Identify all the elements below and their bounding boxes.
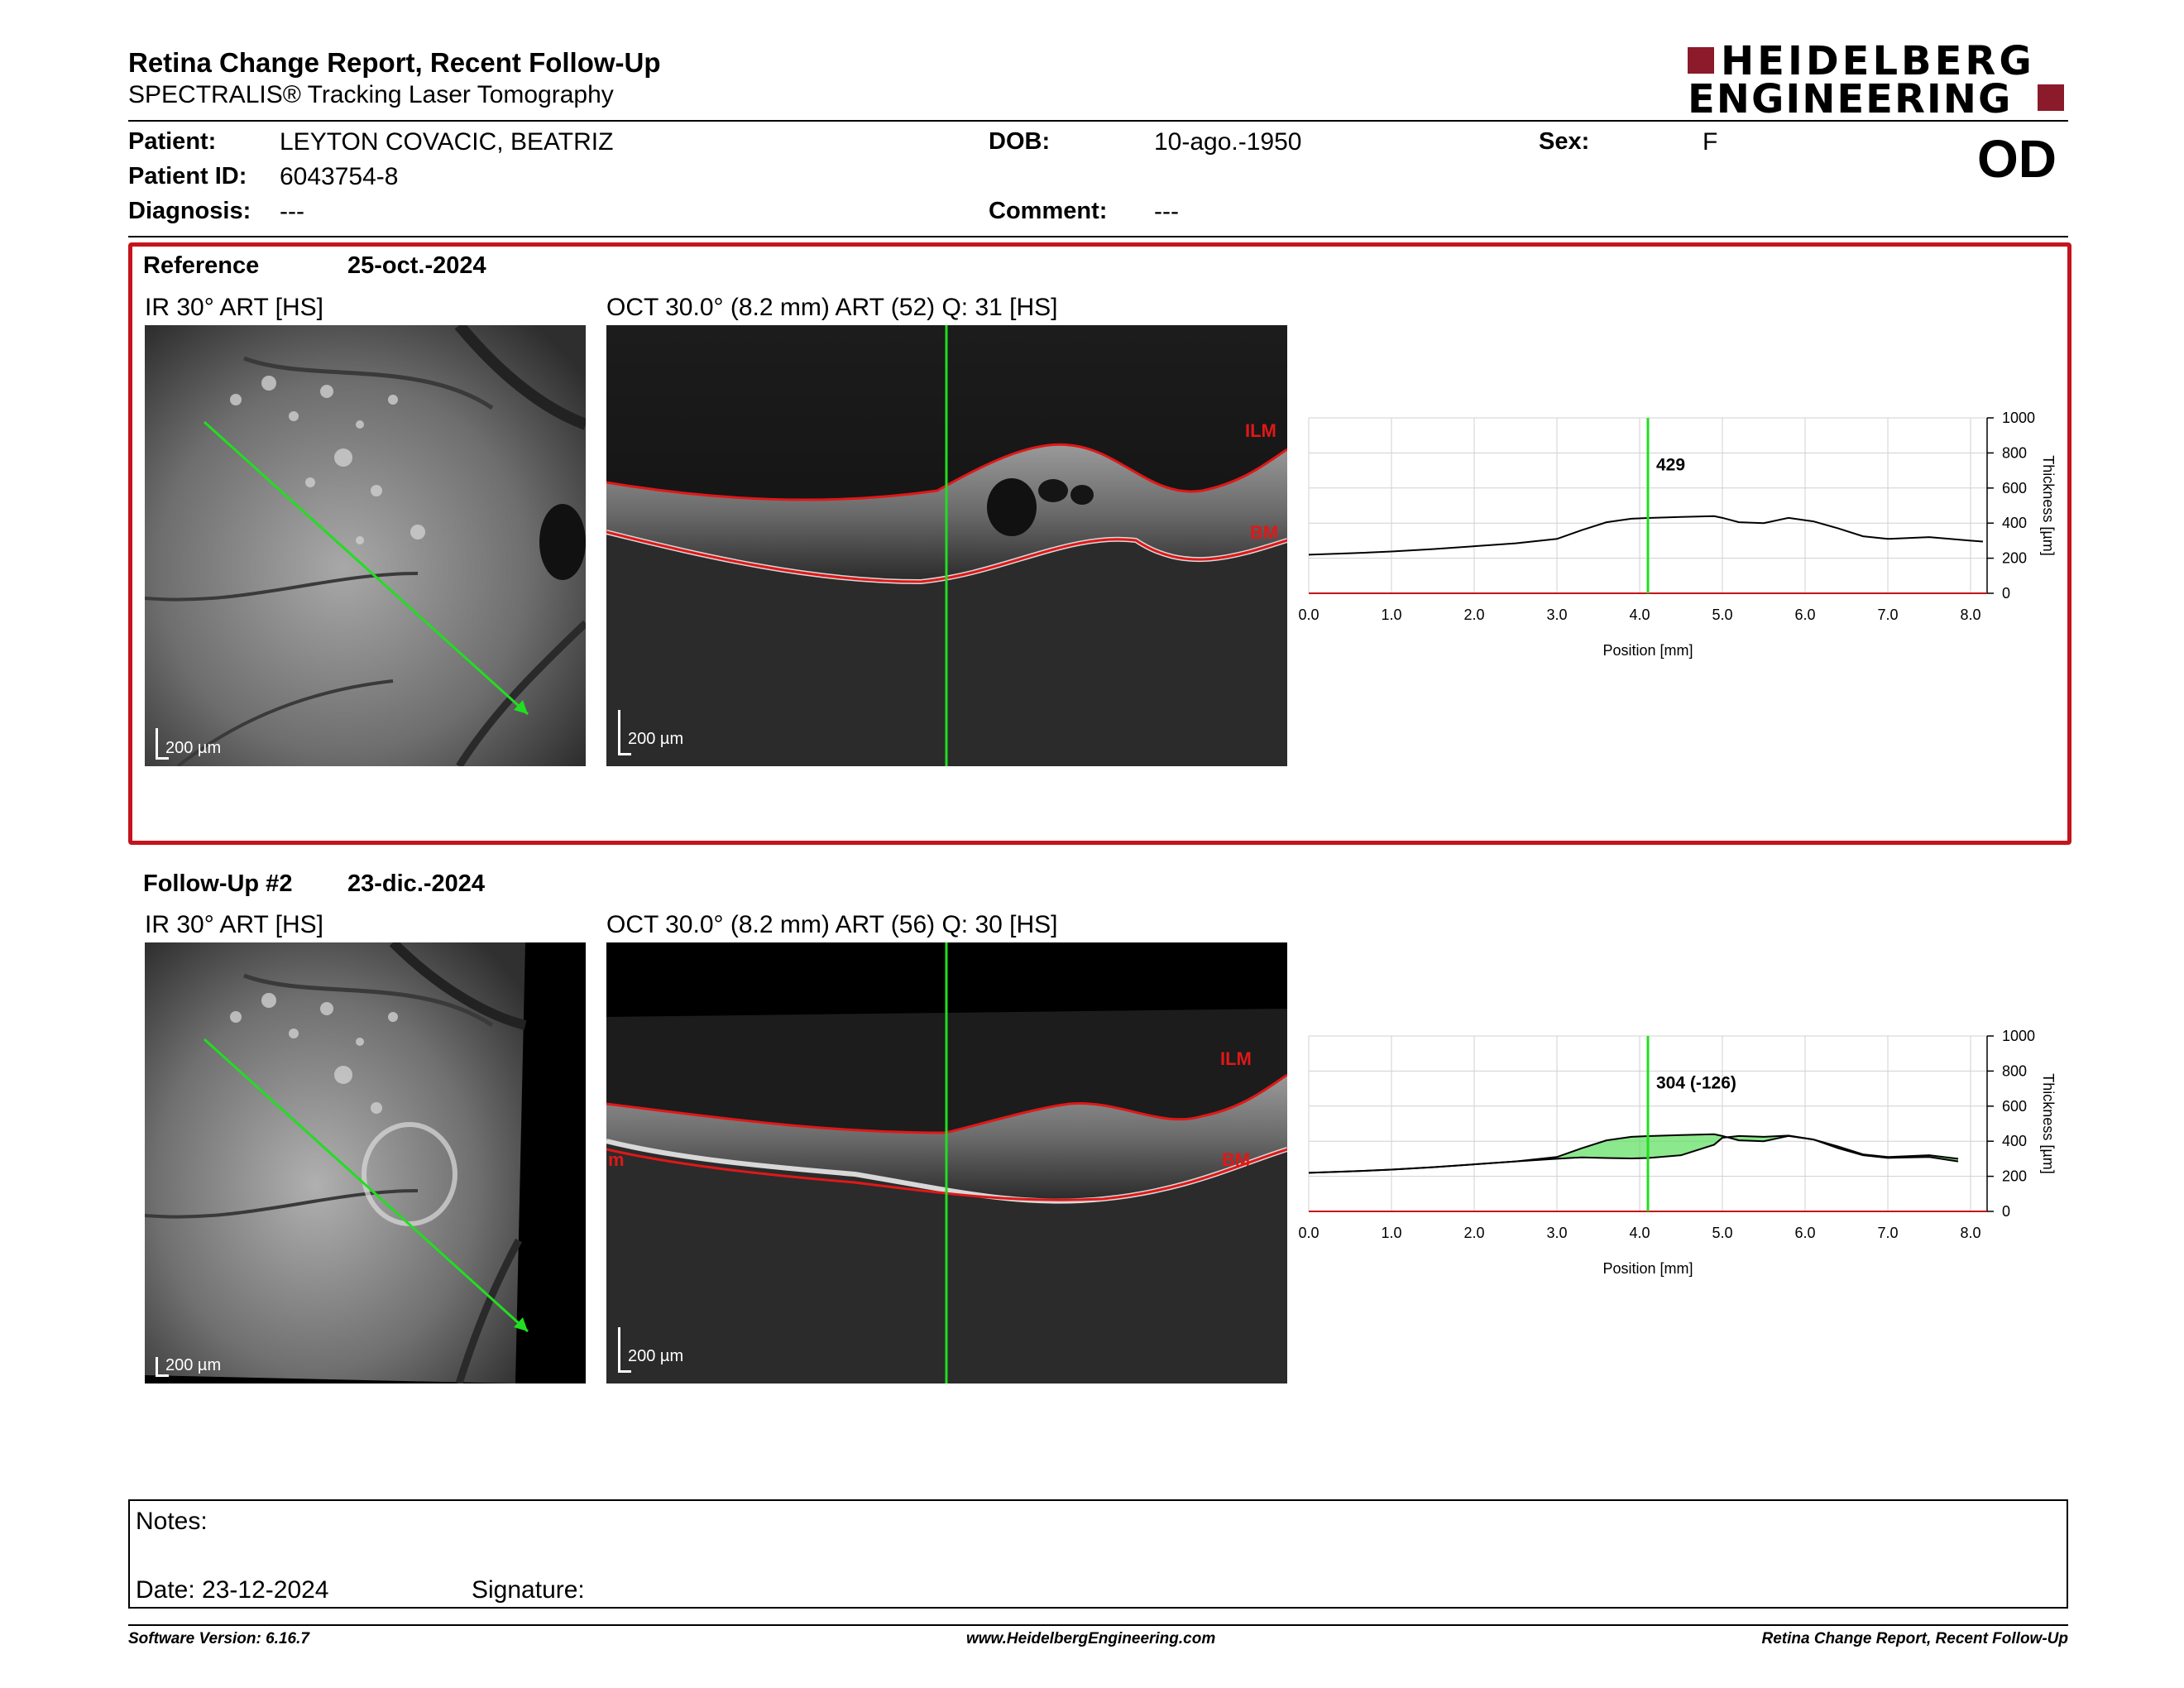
followup-bm-label: BM [1222,1149,1251,1170]
reference-thickness-chart: 0.0 1.0 2.0 3.0 4.0 5.0 6.0 7.0 8.0 0 200 400 600 800… [1298,410,2093,674]
reference-chart-y-tick-label: 1000 [2002,410,2035,426]
reference-ilm-label: ILM [1245,420,1276,441]
logo-square-red-2 [2038,84,2064,111]
followup-date: 23-dic.-2024 [347,870,486,897]
footer-report-name: Retina Change Report, Recent Follow-Up [1761,1630,2068,1647]
diagnosis-value: --- [280,198,304,225]
followup-chart-y-axis-label: Thickness [µm] [2040,1073,2057,1173]
dob-label: DOB: [989,128,1051,155]
reference-bm-label: BM [1250,522,1279,543]
notes-label: Notes: [136,1508,208,1535]
reference-chart-x-axis-label: Position [mm] [1602,642,1693,659]
reference-chart-series-line-0 [1308,515,1984,556]
reference-frame [128,242,2071,845]
heidelberg-logo: HEIDELBERG ENGINEERING [1684,38,2068,122]
followup-chart-series-line-1 [1308,1133,1959,1174]
reference-chart-y-tick-label: 400 [2002,515,2027,531]
logo-line2: ENGINEERING [1688,76,2013,122]
followup-chart-difference-area [1309,1134,1958,1173]
reference-label: Reference [143,252,260,279]
followup-chart-x-tick-label: 5.0 [1712,1225,1732,1241]
followup-ilm-label: ILM [1220,1048,1252,1069]
reference-chart-x-tick-label: 5.0 [1712,607,1732,623]
followup-chart-x-tick-label: 6.0 [1794,1225,1815,1241]
reference-oct-title: OCT 30.0° (8.2 mm) ART (52) Q: 31 [HS] [606,294,1058,321]
followup-oct-scale: 200 µm [618,1323,717,1373]
comment-label: Comment: [989,198,1108,224]
sex-value: F [1703,128,1718,156]
followup-ir-scale: 200 µm [156,1344,255,1377]
notes-box[interactable] [128,1499,2068,1609]
website-link[interactable]: www.HeidelbergEngineering.com [966,1630,1216,1647]
patient-name: LEYTON COVACIC, BEATRIZ [280,128,614,156]
reference-chart-y-axis-label: Thickness [µm] [2040,455,2057,555]
followup-chart-x-axis-label: Position [mm] [1602,1260,1693,1277]
followup-chart-x-tick-label: 7.0 [1877,1225,1898,1241]
followup-thickness-chart: 0.0 1.0 2.0 3.0 4.0 5.0 6.0 7.0 8.0 0 200 400 600 800… [1298,1028,2093,1292]
reference-chart-x-tick-label: 3.0 [1546,607,1567,623]
report-title: Retina Change Report, Recent Follow-Up [128,47,661,78]
reference-date: 25-oct.-2024 [347,252,486,279]
followup-chart-x-tick-label: 8.0 [1960,1225,1980,1241]
reference-chart-y-tick-label: 0 [2002,585,2010,602]
reference-oct-scale: 200 µm [618,706,717,755]
followup-chart-marker-value-label: 304 (-126) [1656,1074,1736,1093]
patient-label: Patient: [128,128,217,155]
followup-chart-x-tick-label: 3.0 [1546,1225,1567,1241]
reference-chart-y-tick-label: 600 [2002,480,2027,496]
followup-ir-image: 200 µm [145,942,586,1383]
patient-id-value: 6043754-8 [280,163,399,190]
reference-chart-x-tick-label: 6.0 [1794,607,1815,623]
reference-ir-image: 200 µm [145,325,586,766]
followup-chart-x-tick-label: 0.0 [1299,1225,1320,1241]
followup-m-label: m [608,1149,625,1170]
reference-chart-svg: 0.0 1.0 2.0 3.0 4.0 5.0 6.0 7.0 8.0 0 200 400 600 800… [1298,410,2057,659]
followup-oct-title: OCT 30.0° (8.2 mm) ART (56) Q: 30 [HS] [606,911,1058,938]
followup-ir-title: IR 30° ART [HS] [145,911,323,938]
followup-chart-y-tick-label: 200 [2002,1168,2027,1185]
header-divider [128,120,2068,122]
date-label: Date: 23-12-2024 [136,1576,329,1604]
reference-chart-x-tick-label: 0.0 [1299,607,1320,623]
report-subtitle: SPECTRALIS® Tracking Laser Tomography [128,81,614,108]
eye-indicator: OD [1977,129,2057,189]
followup-chart-y-tick-label: 600 [2002,1098,2027,1115]
followup-chart-x-tick-label: 1.0 [1381,1225,1401,1241]
followup-chart-y-tick-label: 1000 [2002,1028,2035,1044]
followup-oct-image: ILM BM m 200 µm [606,942,1287,1383]
logo-line1: HEIDELBERG [1721,38,2035,84]
followup-label: Follow-Up #2 [143,870,293,897]
reference-chart-marker-value-label: 429 [1656,456,1685,475]
software-version: Software Version: 6.16.7 [128,1630,309,1647]
comment-value: --- [1154,198,1179,225]
reference-chart-y-tick-label: 800 [2002,444,2027,461]
dob-value: 10-ago.-1950 [1154,128,1302,156]
followup-chart-y-tick-label: 800 [2002,1062,2027,1079]
signature-label: Signature: [472,1576,585,1604]
footer-divider [128,1624,2068,1626]
followup-chart-svg: 0.0 1.0 2.0 3.0 4.0 5.0 6.0 7.0 8.0 0 200 400 600 800… [1298,1028,2057,1277]
reference-oct-image: ILM BM 200 µm [606,325,1287,766]
logo-square-red [1688,47,1714,74]
reference-chart-x-tick-label: 7.0 [1877,607,1898,623]
diagnosis-label: Diagnosis: [128,198,251,224]
followup-chart-x-tick-label: 4.0 [1629,1225,1650,1241]
sex-label: Sex: [1539,128,1590,155]
reference-chart-x-tick-label: 1.0 [1381,607,1401,623]
reference-chart-y-tick-label: 200 [2002,550,2027,567]
patient-divider [128,236,2068,237]
reference-ir-scale: 200 µm [156,727,255,760]
followup-chart-y-tick-label: 0 [2002,1203,2010,1220]
followup-chart-x-tick-label: 2.0 [1463,1225,1484,1241]
reference-chart-x-tick-label: 8.0 [1960,607,1980,623]
reference-chart-x-tick-label: 2.0 [1463,607,1484,623]
patient-id-label: Patient ID: [128,163,247,189]
reference-ir-title: IR 30° ART [HS] [145,294,323,321]
followup-chart-y-tick-label: 400 [2002,1133,2027,1149]
reference-chart-x-tick-label: 4.0 [1629,607,1650,623]
